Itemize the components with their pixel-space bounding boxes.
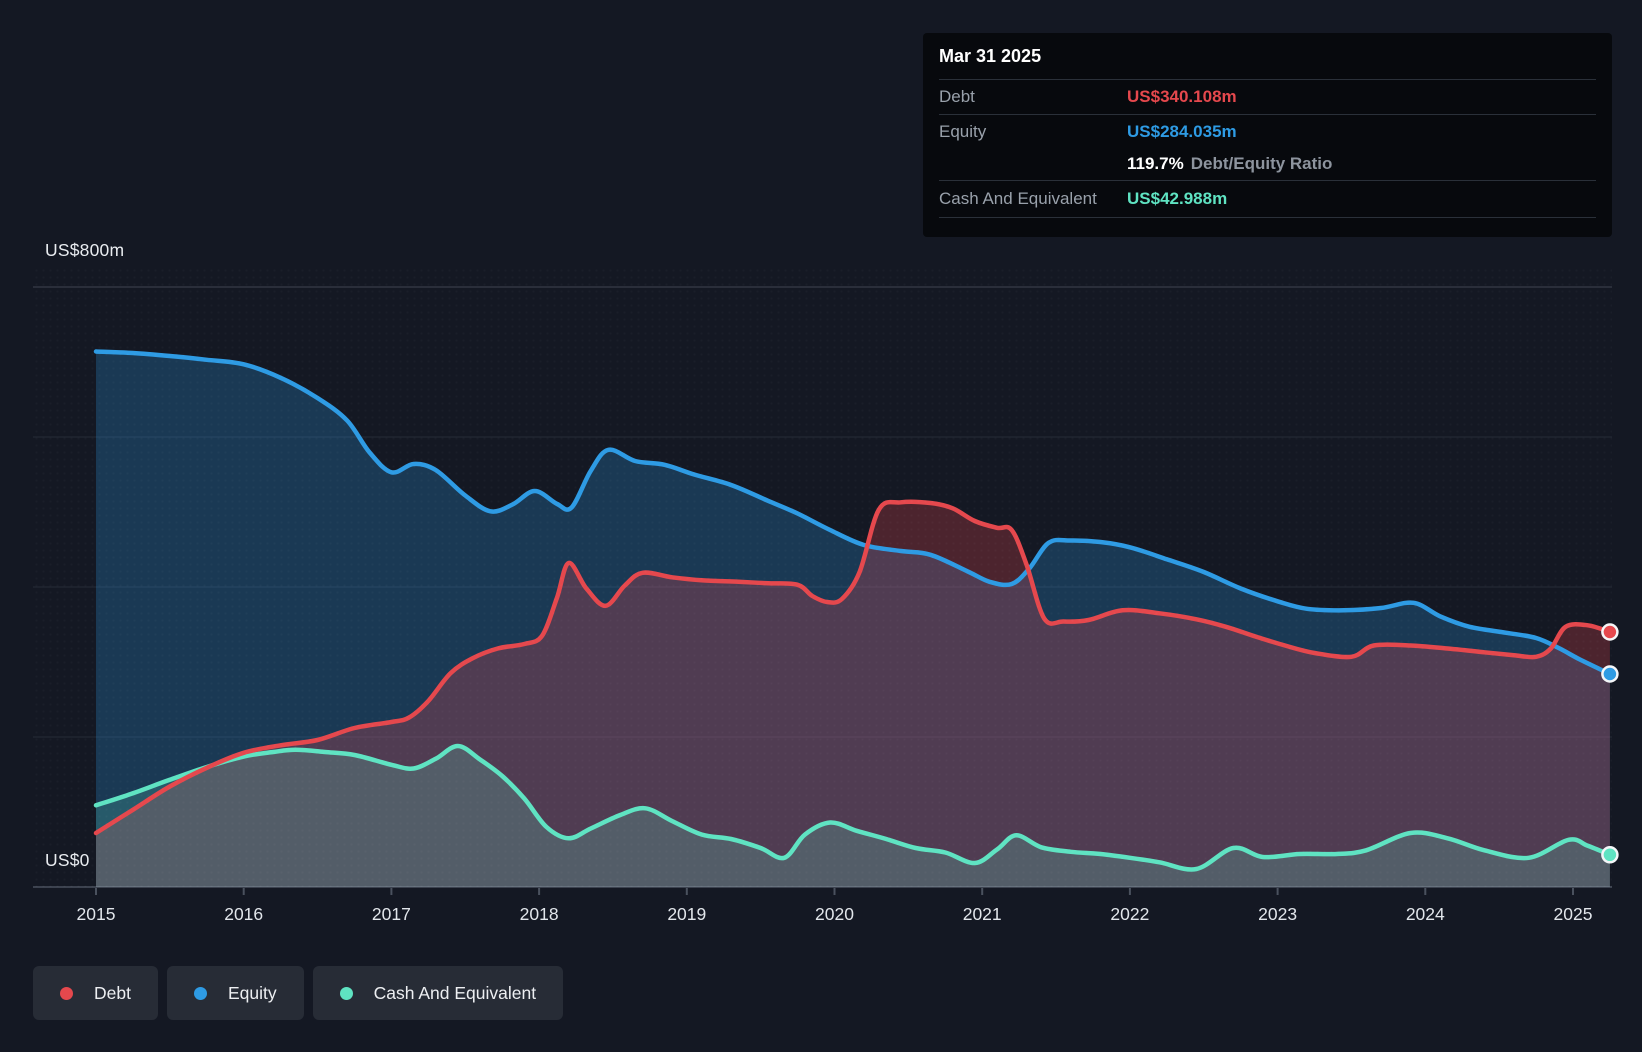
equity-series-dot-icon	[194, 987, 207, 1000]
x-axis-label-2020: 2020	[800, 904, 870, 925]
y-axis-label-800m: US$800m	[45, 240, 124, 261]
tooltip-debt-label: Debt	[939, 87, 1127, 107]
tooltip-row-equity: Equity US$284.035m	[939, 115, 1596, 148]
tooltip-ratio-label: Debt/Equity Ratio	[1191, 154, 1333, 174]
legend-label-cash: Cash And Equivalent	[374, 983, 536, 1004]
tooltip-row-cash: Cash And Equivalent US$42.988m	[939, 181, 1596, 218]
legend-label-debt: Debt	[94, 983, 131, 1004]
y-axis-label-0: US$0	[45, 850, 90, 871]
tooltip-date: Mar 31 2025	[939, 33, 1596, 80]
x-axis-label-2016: 2016	[209, 904, 279, 925]
debt-series-dot-icon	[60, 987, 73, 1000]
tooltip-row-debt: Debt US$340.108m	[939, 80, 1596, 115]
x-axis-label-2024: 2024	[1390, 904, 1460, 925]
legend-pill-cash[interactable]: Cash And Equivalent	[313, 966, 563, 1020]
x-axis-label-2018: 2018	[504, 904, 574, 925]
x-axis-label-2025: 2025	[1538, 904, 1608, 925]
legend-pill-equity[interactable]: Equity	[167, 966, 304, 1020]
tooltip-cash-value: US$42.988m	[1127, 189, 1227, 209]
x-axis-label-2015: 2015	[61, 904, 131, 925]
x-axis-label-2022: 2022	[1095, 904, 1165, 925]
x-axis-label-2017: 2017	[356, 904, 426, 925]
tooltip-debt-value: US$340.108m	[1127, 87, 1237, 107]
tooltip-ratio-value: 119.7%	[1127, 154, 1184, 174]
tooltip-cash-label: Cash And Equivalent	[939, 189, 1127, 209]
debt-equity-history-chart: US$800m US$0 2015 2016 2017 2018 2019 2020 202…	[0, 0, 1642, 1052]
tooltip-equity-label: Equity	[939, 122, 1127, 142]
legend-label-equity: Equity	[228, 983, 277, 1004]
cash-series-dot-icon	[340, 987, 353, 1000]
tooltip-equity-value: US$284.035m	[1127, 122, 1237, 142]
x-axis-label-2021: 2021	[947, 904, 1017, 925]
tooltip-row-ratio: 119.7% Debt/Equity Ratio	[939, 148, 1596, 181]
chart-legend: Debt Equity Cash And Equivalent	[33, 966, 563, 1020]
x-axis-label-2019: 2019	[652, 904, 722, 925]
x-axis-labels: 2015 2016 2017 2018 2019 2020 2021 2022 2023 2024…	[0, 904, 1642, 930]
chart-tooltip: Mar 31 2025 Debt US$340.108m Equity US$2…	[923, 33, 1612, 237]
x-axis-label-2023: 2023	[1243, 904, 1313, 925]
legend-pill-debt[interactable]: Debt	[33, 966, 158, 1020]
